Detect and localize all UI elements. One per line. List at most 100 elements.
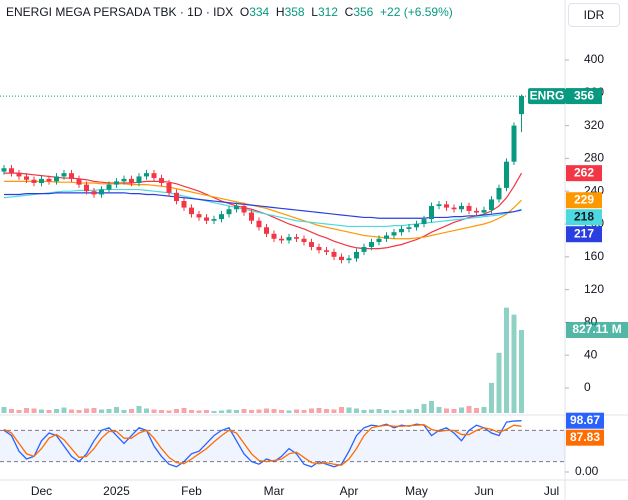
volume-bar bbox=[354, 408, 359, 413]
volume-bar bbox=[241, 408, 247, 413]
volume-bar bbox=[399, 409, 404, 413]
volume-bar bbox=[406, 409, 412, 413]
volume-bar bbox=[384, 409, 389, 413]
volume-bar bbox=[264, 408, 269, 413]
candle-body bbox=[369, 242, 374, 247]
y-tick-label: 0 bbox=[584, 380, 591, 394]
x-tick-label: Mar bbox=[264, 484, 285, 498]
candle-body bbox=[39, 178, 44, 183]
candle-body bbox=[24, 176, 29, 180]
candle-body bbox=[54, 176, 59, 182]
volume-bar bbox=[436, 406, 442, 413]
volume-bar bbox=[301, 409, 307, 413]
volume-bar bbox=[174, 408, 179, 413]
volume-bar bbox=[181, 407, 187, 413]
volume-bar bbox=[391, 410, 397, 413]
x-tick-label: May bbox=[405, 484, 428, 498]
volume-bar bbox=[189, 409, 194, 413]
candle-body bbox=[436, 204, 442, 206]
candle-body bbox=[9, 168, 14, 174]
candle-body bbox=[129, 178, 134, 183]
ohlc-label: H bbox=[275, 5, 285, 19]
candle-body bbox=[144, 173, 149, 177]
low-value: 312 bbox=[317, 5, 338, 19]
osc-line bbox=[3, 424, 522, 466]
ma-value-box bbox=[566, 165, 602, 182]
x-tick-label: Jun bbox=[474, 484, 493, 498]
header: ENERGI MEGA PERSADA TBK · 1D · IDX O334 … bbox=[6, 5, 453, 19]
candle-body bbox=[249, 212, 254, 221]
volume-bar bbox=[144, 408, 149, 413]
y-tick-label: 320 bbox=[584, 118, 604, 132]
volume-bar bbox=[211, 410, 217, 413]
candle-body bbox=[159, 178, 164, 183]
x-tick-label: Jul bbox=[544, 484, 559, 498]
candle-body bbox=[466, 205, 472, 211]
candle-body bbox=[151, 173, 157, 179]
y-tick-label: 0.00 bbox=[575, 464, 599, 478]
candle-body bbox=[211, 219, 217, 221]
volume-bar bbox=[256, 409, 262, 413]
candle-body bbox=[324, 250, 329, 252]
volume-bar bbox=[166, 410, 172, 413]
volume-bar bbox=[286, 410, 292, 413]
currency-button[interactable]: IDR bbox=[568, 3, 620, 27]
volume-bar bbox=[9, 408, 14, 413]
moving-average bbox=[4, 180, 522, 240]
ohlc-label: C bbox=[344, 5, 354, 19]
ticker-box bbox=[528, 88, 566, 105]
volume-bar bbox=[331, 409, 337, 413]
volume-bar bbox=[219, 410, 224, 413]
volume-bar bbox=[1, 406, 7, 413]
candle-body bbox=[489, 199, 494, 211]
x-tick-label: Feb bbox=[181, 484, 202, 498]
candle-body bbox=[106, 184, 112, 190]
candle-body bbox=[121, 178, 127, 182]
volume-bar bbox=[294, 409, 299, 413]
ma-value-label: 217 bbox=[574, 226, 594, 240]
ticker-label: ENRG bbox=[530, 88, 565, 102]
volume-bar bbox=[76, 409, 82, 413]
volume-bar bbox=[196, 410, 202, 413]
candle-body bbox=[376, 238, 382, 243]
volume-bar bbox=[504, 307, 509, 413]
candle-body bbox=[459, 205, 464, 210]
candle-body bbox=[46, 178, 52, 182]
osc-value-box bbox=[566, 412, 604, 429]
moving-average bbox=[4, 172, 523, 250]
ma-value-box bbox=[566, 226, 602, 243]
volume-bar bbox=[151, 409, 157, 413]
ma-value-label: 262 bbox=[574, 165, 594, 179]
candle-body bbox=[361, 246, 367, 252]
volume-value-label: 827.11 M bbox=[572, 322, 621, 336]
candle-body bbox=[301, 238, 307, 243]
candle-body bbox=[504, 161, 509, 188]
symbol: ENERGI MEGA PERSADA TBK · 1D · IDX bbox=[6, 5, 234, 19]
volume-bar bbox=[106, 408, 112, 413]
candle-body bbox=[406, 227, 412, 229]
volume-bar bbox=[114, 406, 119, 413]
volume-bar bbox=[324, 408, 329, 413]
close-value: 356 bbox=[353, 5, 374, 19]
candle-body bbox=[196, 214, 202, 218]
osc-value-label: 87.83 bbox=[570, 430, 600, 444]
volume-bar bbox=[91, 407, 97, 413]
volume-bar bbox=[369, 409, 374, 413]
x-tick-label: Dec bbox=[31, 484, 52, 498]
volume-bar bbox=[444, 408, 449, 413]
volume-bar bbox=[249, 409, 254, 413]
volume-bar bbox=[421, 403, 427, 413]
candle-body bbox=[294, 237, 299, 239]
candle-body bbox=[309, 242, 314, 247]
candle-body bbox=[511, 125, 517, 162]
candle-body bbox=[264, 227, 269, 234]
candle-body bbox=[496, 187, 502, 200]
volume-bar bbox=[429, 400, 434, 413]
candle-body bbox=[384, 235, 389, 239]
volume-bar bbox=[54, 408, 59, 413]
ma-value-label: 229 bbox=[574, 192, 594, 206]
candle-body bbox=[226, 209, 232, 215]
volume-bar bbox=[414, 408, 419, 413]
candle-body bbox=[76, 178, 82, 185]
y-tick-label: 40 bbox=[584, 347, 598, 361]
